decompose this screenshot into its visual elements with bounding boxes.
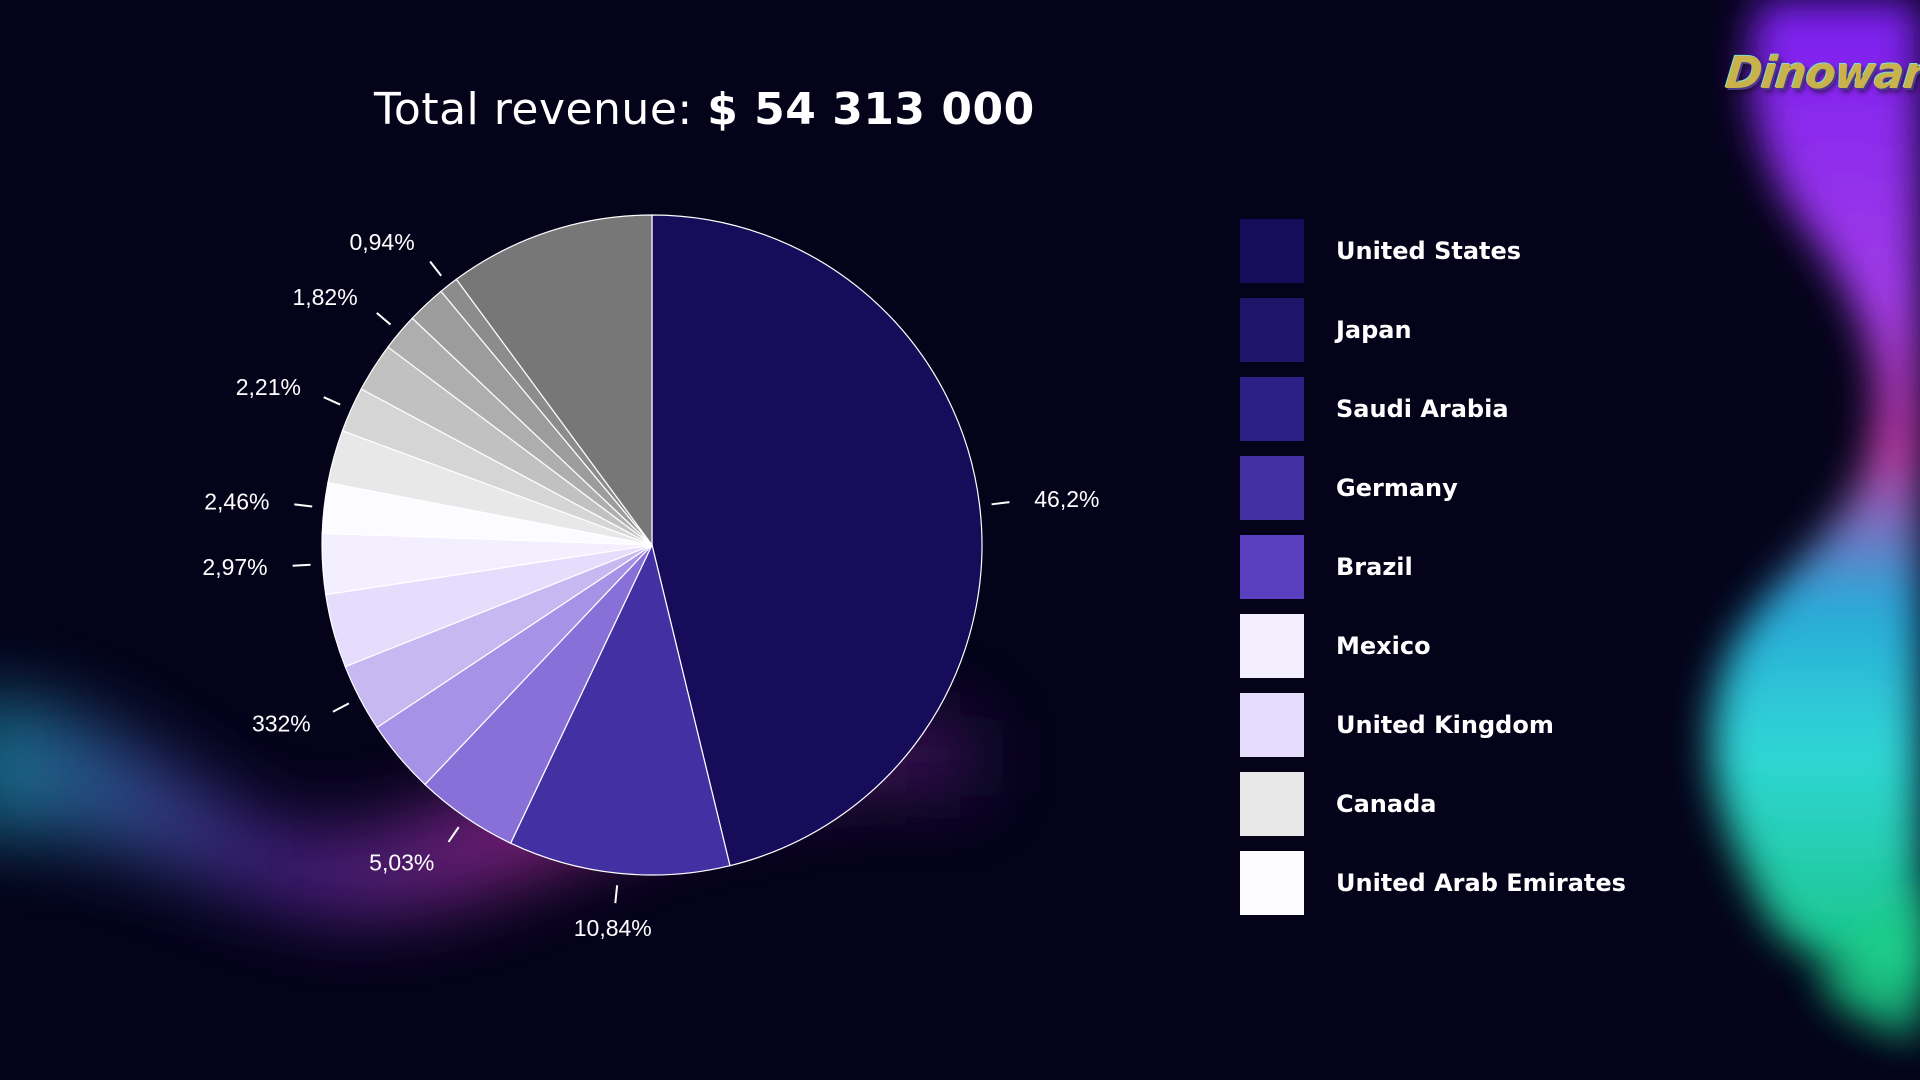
legend-swatch <box>1240 455 1304 520</box>
legend-item: United Arab Emirates <box>1240 843 1626 922</box>
label-leader-line <box>429 260 442 277</box>
legend-swatch <box>1240 218 1304 283</box>
chart-legend: United States Japan Saudi Arabia Germany Bra… <box>1240 211 1626 922</box>
legend-label: Saudi Arabia <box>1336 394 1509 423</box>
label-leader-line <box>323 396 341 406</box>
slice-percent-label: 332% <box>252 710 311 736</box>
slice-percent-label: 5,03% <box>369 850 434 876</box>
legend-item: Germany <box>1240 448 1626 527</box>
label-leader-line <box>292 563 311 567</box>
legend-swatch <box>1240 613 1304 678</box>
legend-label: Germany <box>1336 473 1458 502</box>
legend-label: United Kingdom <box>1336 710 1554 739</box>
legend-label: United States <box>1336 236 1522 265</box>
slice-percent-label: 2,46% <box>204 489 269 515</box>
pie-slice-15 <box>455 214 653 547</box>
legend-item: United States <box>1240 211 1626 290</box>
legend-swatch <box>1240 534 1304 599</box>
label-leader-line <box>991 501 1010 506</box>
pie-slice-japan <box>509 543 731 876</box>
slice-percent-label: 2,21% <box>236 374 301 400</box>
slice-percent-label: 2,97% <box>202 554 267 580</box>
slice-percent-label: 10,84% <box>574 915 652 941</box>
legend-swatch <box>1240 771 1304 836</box>
title-prefix: Total revenue: <box>374 84 693 135</box>
legend-item: Brazil <box>1240 527 1626 606</box>
pie-slice-united-states <box>651 214 983 867</box>
legend-item: United Kingdom <box>1240 685 1626 764</box>
label-leader-line <box>376 312 392 326</box>
label-leader-line <box>447 826 460 843</box>
label-leader-line <box>614 885 619 904</box>
legend-swatch <box>1240 297 1304 362</box>
legend-label: Brazil <box>1336 552 1413 581</box>
legend-label: Japan <box>1336 315 1412 344</box>
slice-percent-label: 1,82% <box>292 284 357 310</box>
legend-swatch <box>1240 692 1304 757</box>
label-leader-line <box>332 702 350 713</box>
page-title: Total revenue: $ 54 313 000 <box>374 84 1035 135</box>
label-leader-line <box>294 503 313 508</box>
slice-percent-label: 46,2% <box>1034 486 1099 512</box>
legend-item: Saudi Arabia <box>1240 369 1626 448</box>
legend-swatch <box>1240 376 1304 441</box>
legend-item: Canada <box>1240 764 1626 843</box>
legend-swatch <box>1240 850 1304 915</box>
total-revenue-amount: $ 54 313 000 <box>707 84 1035 135</box>
legend-label: Canada <box>1336 789 1437 818</box>
slice-percent-label: 0,94% <box>349 229 414 255</box>
legend-item: Japan <box>1240 290 1626 369</box>
legend-label: Mexico <box>1336 631 1431 660</box>
legend-label: United Arab Emirates <box>1336 868 1626 897</box>
legend-item: Mexico <box>1240 606 1626 685</box>
